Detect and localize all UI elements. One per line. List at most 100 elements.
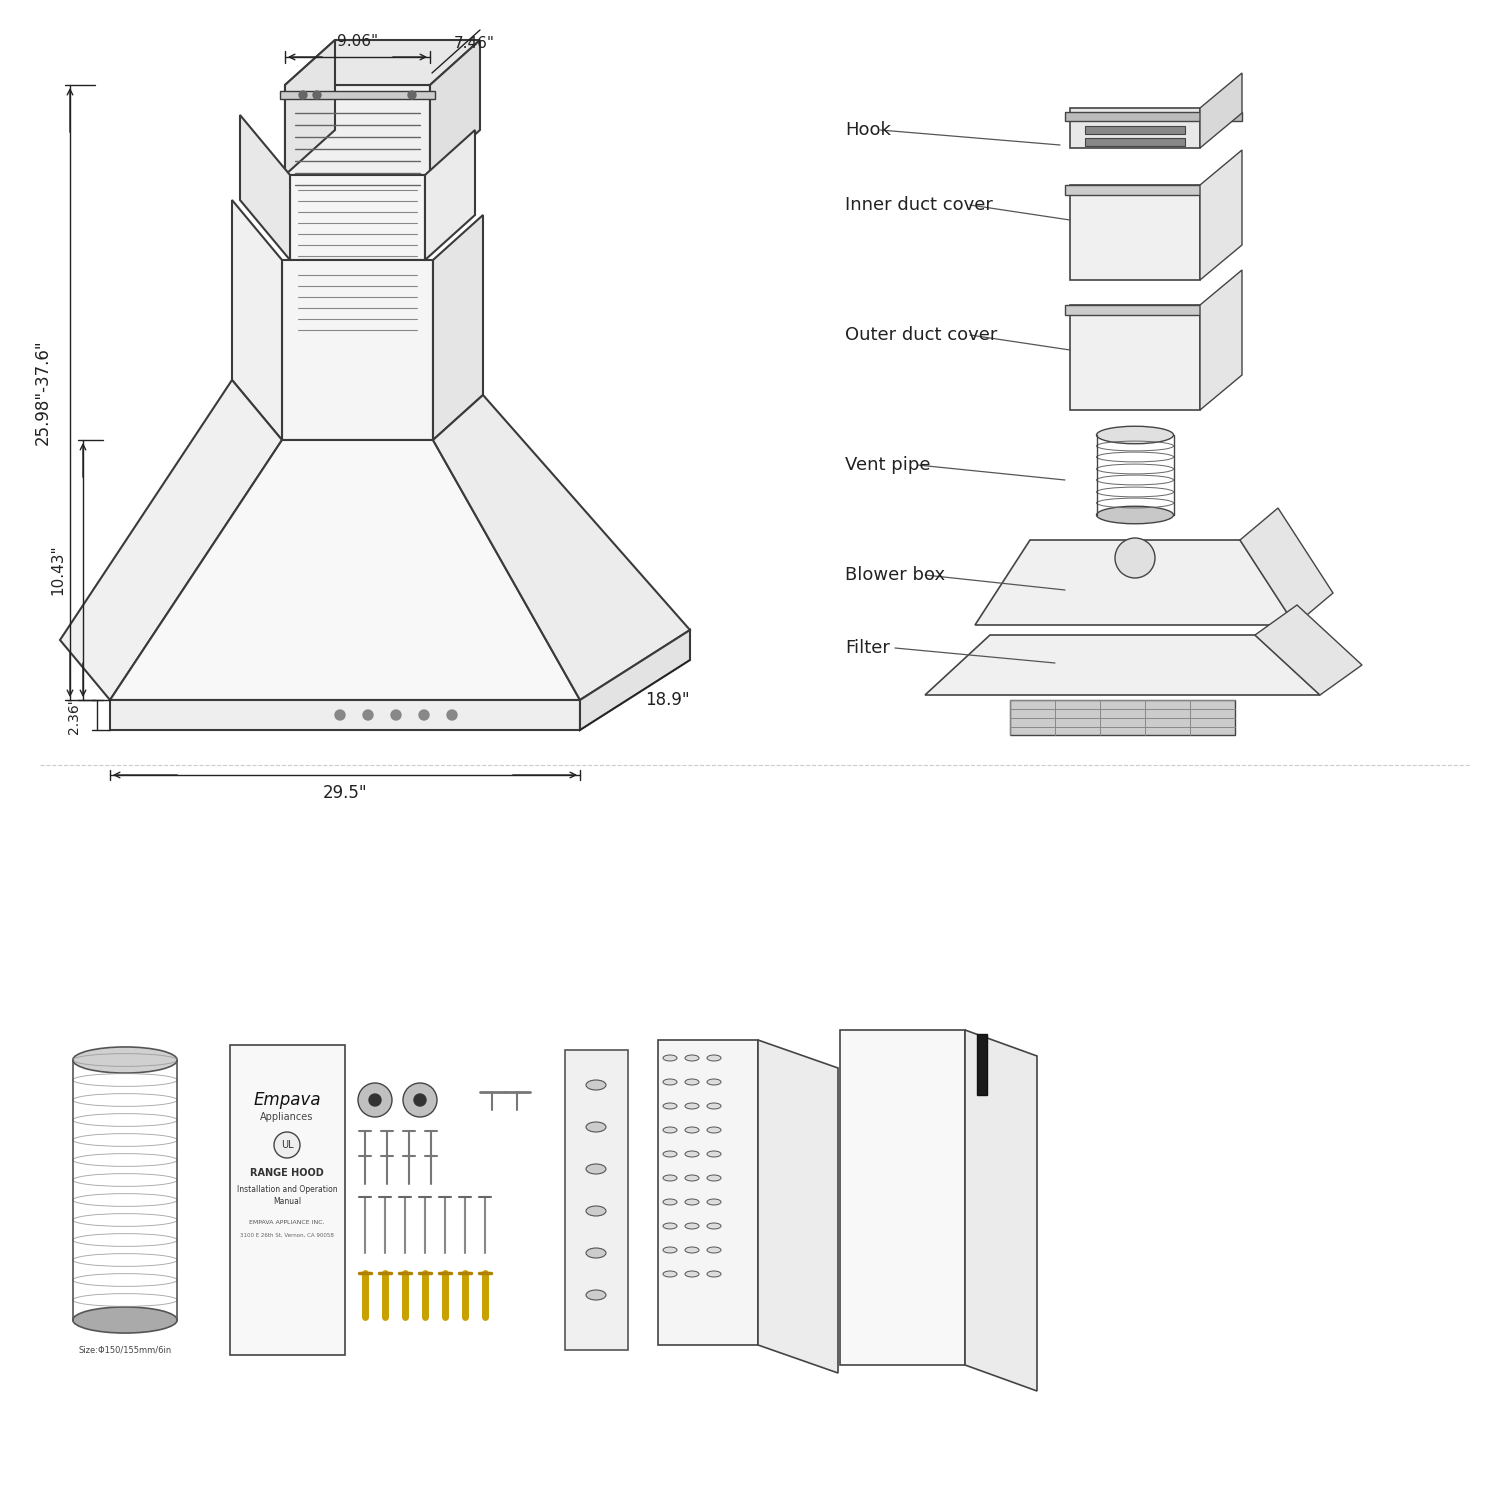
Polygon shape xyxy=(1070,108,1200,148)
Ellipse shape xyxy=(706,1150,722,1156)
Text: Manual: Manual xyxy=(273,1197,302,1206)
Text: Filter: Filter xyxy=(844,639,889,657)
Ellipse shape xyxy=(686,1126,699,1132)
Polygon shape xyxy=(1200,74,1242,148)
Polygon shape xyxy=(1070,304,1200,410)
Text: Inner duct cover: Inner duct cover xyxy=(844,196,993,214)
Circle shape xyxy=(408,92,416,99)
Ellipse shape xyxy=(686,1102,699,1108)
Polygon shape xyxy=(230,1046,345,1354)
Polygon shape xyxy=(60,380,282,700)
Polygon shape xyxy=(1065,184,1204,195)
Circle shape xyxy=(369,1094,381,1106)
Ellipse shape xyxy=(686,1222,699,1228)
Polygon shape xyxy=(110,700,580,730)
Polygon shape xyxy=(1256,604,1362,694)
Polygon shape xyxy=(1240,509,1334,626)
Circle shape xyxy=(274,1132,300,1158)
Text: Vent pipe: Vent pipe xyxy=(844,456,930,474)
Polygon shape xyxy=(280,92,435,99)
Polygon shape xyxy=(840,1030,964,1365)
Ellipse shape xyxy=(586,1290,606,1300)
Circle shape xyxy=(314,92,321,99)
Ellipse shape xyxy=(686,1078,699,1084)
Polygon shape xyxy=(1200,150,1242,280)
Circle shape xyxy=(414,1094,426,1106)
Polygon shape xyxy=(566,1050,628,1350)
Ellipse shape xyxy=(663,1198,676,1204)
Ellipse shape xyxy=(686,1270,699,1276)
Ellipse shape xyxy=(663,1270,676,1276)
Ellipse shape xyxy=(706,1102,722,1108)
Text: Size:Φ150/155mm/6in: Size:Φ150/155mm/6in xyxy=(78,1346,171,1354)
Ellipse shape xyxy=(663,1174,676,1180)
Text: UL: UL xyxy=(280,1140,294,1150)
Ellipse shape xyxy=(1096,426,1173,444)
Polygon shape xyxy=(110,440,580,700)
Text: Outer duct cover: Outer duct cover xyxy=(844,326,998,344)
Text: Appliances: Appliances xyxy=(261,1112,314,1122)
Ellipse shape xyxy=(706,1270,722,1276)
Ellipse shape xyxy=(663,1222,676,1228)
Ellipse shape xyxy=(74,1306,177,1334)
Ellipse shape xyxy=(663,1246,676,1252)
Ellipse shape xyxy=(706,1246,722,1252)
Text: EMPAVA APPLIANCE INC.: EMPAVA APPLIANCE INC. xyxy=(249,1221,326,1226)
Ellipse shape xyxy=(686,1150,699,1156)
Text: 29.5": 29.5" xyxy=(322,784,368,802)
Polygon shape xyxy=(580,630,690,730)
Circle shape xyxy=(392,710,400,720)
Text: Installation and Operation: Installation and Operation xyxy=(237,1185,338,1194)
Ellipse shape xyxy=(706,1078,722,1084)
Ellipse shape xyxy=(586,1080,606,1090)
Ellipse shape xyxy=(586,1206,606,1216)
Ellipse shape xyxy=(706,1054,722,1060)
Polygon shape xyxy=(1065,112,1242,122)
Polygon shape xyxy=(282,260,434,440)
Polygon shape xyxy=(1070,184,1200,280)
Text: 2.36": 2.36" xyxy=(68,696,81,734)
Polygon shape xyxy=(1200,270,1242,410)
Ellipse shape xyxy=(663,1102,676,1108)
Ellipse shape xyxy=(686,1054,699,1060)
Text: Blower box: Blower box xyxy=(844,566,945,584)
Ellipse shape xyxy=(706,1126,722,1132)
Ellipse shape xyxy=(586,1164,606,1174)
Polygon shape xyxy=(976,1034,987,1095)
Ellipse shape xyxy=(1096,507,1173,524)
Polygon shape xyxy=(758,1040,839,1372)
Ellipse shape xyxy=(74,1047,177,1072)
Ellipse shape xyxy=(686,1246,699,1252)
Polygon shape xyxy=(285,40,480,86)
Circle shape xyxy=(363,710,374,720)
Polygon shape xyxy=(430,40,480,176)
Polygon shape xyxy=(975,540,1294,626)
Polygon shape xyxy=(290,176,424,260)
Polygon shape xyxy=(1084,126,1185,134)
Polygon shape xyxy=(926,634,1320,694)
Ellipse shape xyxy=(663,1126,676,1132)
Text: Empava: Empava xyxy=(254,1090,321,1108)
Text: 3100 E 26th St, Vernon, CA 90058: 3100 E 26th St, Vernon, CA 90058 xyxy=(240,1233,334,1238)
Polygon shape xyxy=(424,130,476,260)
Ellipse shape xyxy=(686,1198,699,1204)
Ellipse shape xyxy=(586,1122,606,1132)
Polygon shape xyxy=(1084,138,1185,146)
Polygon shape xyxy=(240,116,290,260)
Ellipse shape xyxy=(706,1222,722,1228)
Polygon shape xyxy=(433,214,483,440)
Ellipse shape xyxy=(663,1150,676,1156)
Text: RANGE HOOD: RANGE HOOD xyxy=(251,1168,324,1178)
Ellipse shape xyxy=(686,1174,699,1180)
Ellipse shape xyxy=(706,1198,722,1204)
Polygon shape xyxy=(285,40,334,176)
Polygon shape xyxy=(1065,304,1204,315)
Circle shape xyxy=(404,1083,436,1118)
Text: Hook: Hook xyxy=(844,122,891,140)
Text: 25.98"-37.6": 25.98"-37.6" xyxy=(34,339,53,446)
Ellipse shape xyxy=(663,1054,676,1060)
Polygon shape xyxy=(1010,700,1234,735)
Circle shape xyxy=(298,92,307,99)
Text: 10.43": 10.43" xyxy=(51,544,66,596)
Circle shape xyxy=(358,1083,392,1118)
